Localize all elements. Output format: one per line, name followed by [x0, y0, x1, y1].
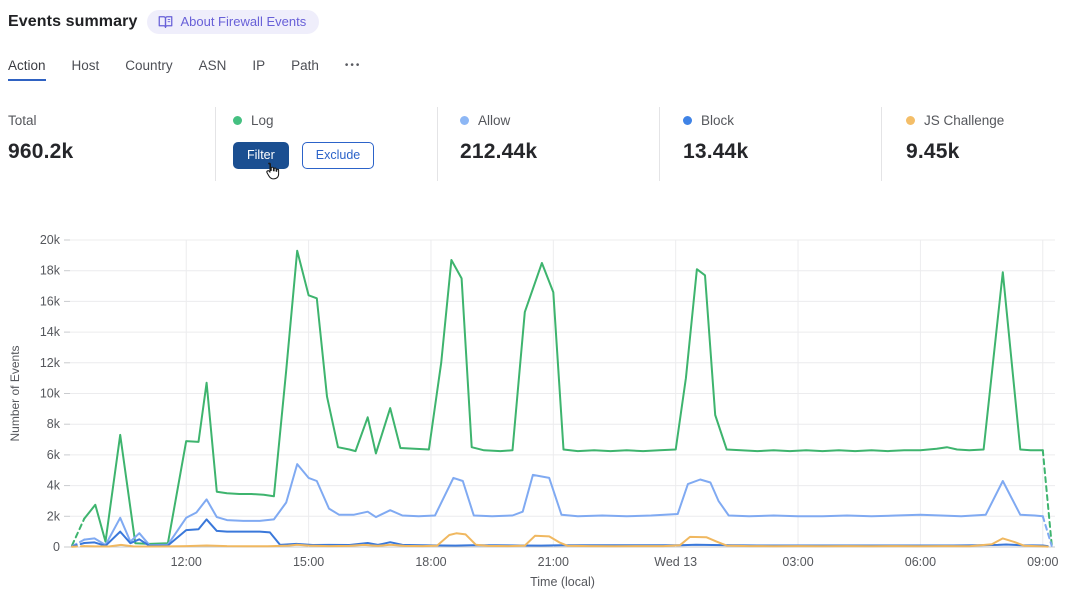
y-tick-label: 2k: [47, 509, 61, 523]
y-axis-title: Number of Events: [8, 345, 22, 441]
stat-allow[interactable]: Allow 212.44k: [460, 105, 537, 164]
stat-block[interactable]: Block 13.44k: [683, 105, 748, 164]
y-tick-label: 16k: [40, 294, 61, 308]
header: Events summary About Firewall Events: [8, 10, 320, 34]
stats-divider: [437, 107, 438, 181]
page-title: Events summary: [8, 13, 138, 30]
stat-block-value: 13.44k: [683, 140, 749, 163]
y-tick-label: 12k: [40, 356, 61, 370]
stats-divider: [881, 107, 882, 181]
line-chart-svg: 0 2k 4k 6k 8k 10k 12k 14k 16k 18k 20k 12:00 15:00 18:…: [8, 233, 1058, 589]
stat-log[interactable]: Log Filter Exclude: [233, 105, 375, 169]
stat-total: Total 960.2k: [8, 105, 73, 164]
filter-button[interactable]: Filter: [233, 142, 289, 169]
stats-row: Total 960.2k Log Filter Exclude Allow 21…: [0, 105, 1068, 187]
x-tick-label: 09:00: [1027, 555, 1058, 569]
y-tick-label: 6k: [47, 448, 61, 462]
dimension-tabs: Action Host Country ASN IP Path •••: [8, 58, 361, 81]
x-axis-title: Time (local): [530, 575, 595, 589]
series-line: [71, 545, 86, 548]
y-tick-label: 18k: [40, 264, 61, 278]
x-tick-label: 21:00: [538, 555, 569, 569]
x-tick-label: 15:00: [293, 555, 324, 569]
y-tick-label: 4k: [47, 479, 61, 493]
stat-allow-label: Allow: [478, 112, 511, 128]
series-line: [83, 518, 1044, 547]
series-line: [83, 463, 1044, 547]
x-tick-label: Wed 13: [654, 555, 697, 569]
tab-action[interactable]: Action: [8, 58, 46, 81]
about-badge-label: About Firewall Events: [180, 14, 307, 29]
stat-js-challenge[interactable]: JS Challenge 9.45k: [906, 105, 1004, 164]
stat-total-value: 960.2k: [8, 140, 74, 163]
stat-block-label: Block: [701, 112, 735, 128]
y-tick-label: 0: [53, 540, 60, 554]
stat-log-label: Log: [251, 112, 274, 128]
x-tick-label: 12:00: [171, 555, 202, 569]
x-tick-label: 03:00: [782, 555, 813, 569]
tab-host[interactable]: Host: [71, 58, 100, 73]
events-time-series-chart[interactable]: 0 2k 4k 6k 8k 10k 12k 14k 16k 18k 20k 12:00 15:00 18:…: [0, 225, 1068, 598]
y-tick-label: 20k: [40, 233, 61, 247]
series-line: [1041, 515, 1053, 547]
tab-country[interactable]: Country: [125, 58, 173, 73]
stat-total-label: Total: [8, 112, 37, 128]
y-tick-label: 14k: [40, 325, 61, 339]
tab-asn[interactable]: ASN: [198, 58, 227, 73]
log-series-dot: [233, 115, 242, 125]
exclude-button[interactable]: Exclude: [301, 142, 375, 169]
block-series-dot: [683, 115, 692, 125]
series-line: [83, 532, 1044, 548]
js-challenge-series-dot: [906, 115, 915, 125]
series-line: [83, 249, 1044, 545]
x-tick-label: 18:00: [415, 555, 446, 569]
series-line: [1041, 449, 1053, 546]
allow-series-dot: [460, 115, 469, 125]
stat-js-challenge-value: 9.45k: [906, 140, 960, 163]
book-icon: [158, 15, 173, 29]
tab-path[interactable]: Path: [291, 58, 319, 73]
tabs-more-button[interactable]: •••: [344, 60, 362, 71]
stats-divider: [659, 107, 660, 181]
stats-divider: [215, 107, 216, 181]
x-tick-label: 06:00: [905, 555, 936, 569]
y-tick-label: 10k: [40, 387, 61, 401]
stat-allow-value: 212.44k: [460, 140, 538, 163]
tab-ip[interactable]: IP: [252, 58, 266, 73]
stat-js-challenge-label: JS Challenge: [924, 112, 1005, 128]
series-line: [71, 517, 86, 547]
y-tick-label: 8k: [47, 417, 61, 431]
about-firewall-events-badge[interactable]: About Firewall Events: [147, 10, 320, 34]
